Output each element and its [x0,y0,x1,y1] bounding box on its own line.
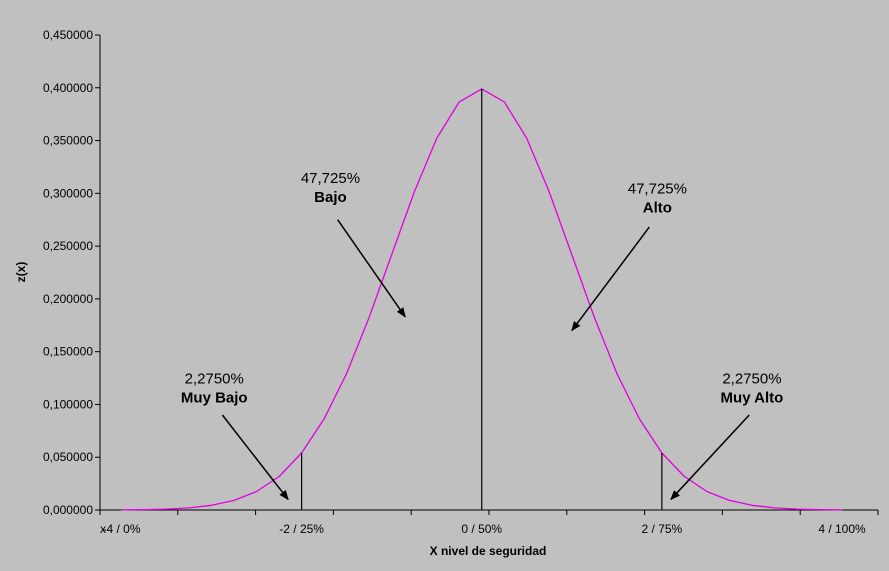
x-tick-label: 2 / 75% [642,522,683,536]
annotation-muy-alto: 2,2750% Muy Alto [670,370,784,501]
y-tick-label: 0,100000 [43,397,93,411]
y-tick-label: 0,450000 [43,28,93,42]
y-tick-label: 0,050000 [43,450,93,464]
y-tick-label: 0,350000 [43,134,93,148]
annotation-arrow [670,414,750,501]
plot-area [100,35,878,510]
x-axis-stray-label: x [100,522,106,536]
y-tick-label: 0,200000 [43,292,93,306]
annotation-name: Muy Bajo [181,389,248,406]
annotation-percent: 47,725% [301,170,360,187]
annotation-arrow [571,226,650,332]
y-tick-label: 0,400000 [43,81,93,95]
x-tick-label: -2 / 25% [279,522,324,536]
annotation-percent: 2,2750% [185,370,244,387]
annotation-alto: 47,725% Alto [571,180,687,332]
x-axis-title: X nivel de seguridad [430,544,547,558]
annotation-muy-bajo: 2,2750% Muy Bajo [181,370,289,501]
y-tick-label: 0,300000 [43,186,93,200]
y-tick-label: 0,150000 [43,345,93,359]
annotation-name: Alto [643,199,672,216]
y-tick-label: 0,250000 [43,239,93,253]
annotation-name: Muy Alto [721,389,784,406]
annotation-arrow [337,219,406,318]
annotation-bajo: 47,725% Bajo [301,170,406,318]
annotation-percent: 2,2750% [722,370,781,387]
x-tick-label: 0 / 50% [461,522,502,536]
y-axis-title: z(x) [14,262,28,283]
annotation-name: Bajo [314,189,347,206]
x-tick-label: -4 / 0% [102,522,140,536]
annotation-arrow [221,414,289,501]
x-tick-label: 4 / 100% [818,522,866,536]
annotation-percent: 47,725% [628,180,687,197]
y-tick-label: 0,000000 [43,503,93,517]
